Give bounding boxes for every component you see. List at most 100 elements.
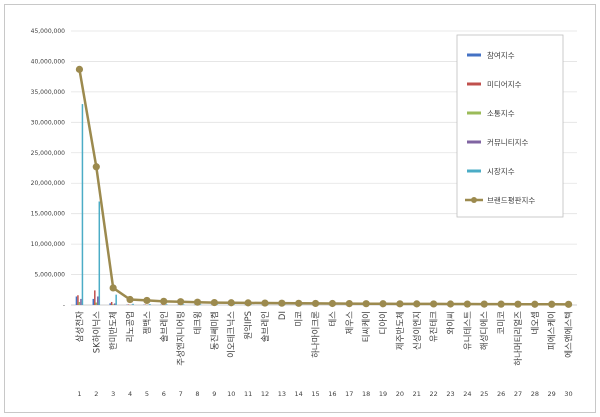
index-point [126, 295, 134, 304]
x-tick-label: 22 [429, 390, 437, 398]
index-point [463, 300, 471, 308]
x-tick-label: 6 [162, 390, 166, 398]
index-point [261, 299, 269, 307]
x-category-name: 한미반도체 [108, 311, 119, 350]
bar [75, 296, 78, 305]
index-point [92, 163, 100, 171]
x-tick-label: 3 [111, 390, 115, 398]
x-category-name: 이오테크닉스 [226, 311, 237, 358]
legend-marker [471, 197, 477, 203]
x-axis: 삼성전자 1 SK하이닉스 2 한미반도체 3 리노공업 4 젬백스 5 솔브레인 6 주성엔지니어링 7… [74, 311, 574, 398]
y-tick-label: 15,000,000 [31, 211, 66, 218]
index-point [396, 300, 404, 308]
index-point [143, 296, 151, 305]
chart-frame: - 5,000,000 10,000,000 15,000,000 20,000,000… [4, 4, 596, 413]
bar [216, 304, 219, 305]
x-tick-label: 19 [379, 390, 387, 398]
legend-label: 미디어지수 [487, 79, 522, 89]
index-point [328, 299, 337, 308]
x-tick-label: 5 [145, 390, 149, 398]
x-tick-label: 4 [128, 390, 132, 398]
legend-label: 커뮤니티지수 [487, 138, 528, 147]
index-point [379, 300, 387, 308]
bar [182, 304, 185, 305]
index-point [177, 298, 185, 306]
bar [80, 298, 82, 305]
index-point [430, 300, 438, 308]
bar [109, 303, 111, 305]
x-tick-label: 7 [179, 390, 183, 398]
legend-box [456, 34, 564, 218]
x-category-name: 동진쎄미켐 [209, 311, 220, 350]
index-point [531, 300, 539, 308]
bar [94, 290, 96, 305]
index-point [160, 297, 168, 305]
x-tick-label: 12 [261, 390, 269, 398]
index-point [413, 300, 421, 308]
legend-label: 시장지수 [487, 166, 515, 176]
bar [127, 304, 130, 305]
x-category-name: 유니테스트 [462, 311, 473, 350]
x-tick-label: 27 [514, 390, 522, 398]
x-category-name: 미코 [295, 311, 305, 327]
legend-swatch [467, 140, 481, 144]
x-tick-label: 2 [94, 390, 98, 398]
x-category-name: 유진테크 [429, 311, 440, 342]
x-category-name: DI [278, 311, 288, 320]
bar [95, 302, 98, 305]
legend-swatch [467, 82, 481, 86]
bar [92, 298, 95, 305]
index-point [514, 300, 522, 308]
x-tick-label: 23 [446, 390, 454, 398]
index-point [497, 300, 505, 308]
x-category-name: 제주반도체 [395, 311, 406, 350]
legend-swatch [467, 111, 481, 115]
y-tick-label: 45,000,000 [31, 28, 66, 35]
index-point [564, 300, 573, 308]
bar [110, 301, 113, 305]
x-category-name: 제우스 [345, 311, 355, 335]
index-point [446, 300, 455, 308]
bar [78, 301, 81, 305]
x-category-name: 하나머티리얼즈 [513, 311, 524, 366]
index-point [227, 299, 235, 307]
x-tick-label: 29 [548, 390, 556, 398]
legend-swatch [467, 169, 481, 173]
x-tick-label: 30 [564, 390, 572, 398]
bar [233, 304, 235, 305]
x-category-name: 신성이엔지 [412, 311, 423, 350]
index-point [278, 299, 286, 307]
bar [132, 303, 134, 305]
bar [113, 303, 116, 305]
x-tick-label: 20 [396, 390, 404, 398]
x-category-name: 테스 [328, 311, 338, 327]
y-tick-label: 35,000,000 [31, 89, 66, 96]
x-tick-label: 8 [195, 390, 199, 398]
x-tick-label: 1 [77, 390, 81, 398]
x-tick-label: 13 [278, 390, 286, 398]
x-category-name: 삼성전자 [74, 311, 85, 342]
index-point [295, 299, 303, 307]
index-point [244, 299, 252, 307]
x-tick-label: 25 [480, 390, 488, 398]
x-category-name: SK하이닉스 [91, 311, 102, 353]
brand-reputation-chart: - 5,000,000 10,000,000 15,000,000 20,000,000… [31, 28, 577, 398]
x-tick-label: 11 [244, 390, 252, 398]
x-category-name: 코미코 [497, 311, 507, 335]
y-tick-label: 40,000,000 [31, 58, 66, 65]
x-category-name: 해성디에스 [480, 311, 490, 350]
x-category-name: 솔브레인 [159, 311, 170, 342]
y-tick-label: - [63, 302, 65, 309]
y-tick-label: 30,000,000 [31, 119, 66, 126]
y-tick-label: 10,000,000 [31, 241, 66, 248]
x-tick-label: 21 [413, 390, 421, 398]
gridlines [71, 30, 577, 306]
index-point [480, 300, 488, 308]
x-category-name: 원익IPS [243, 311, 254, 340]
x-category-name: 테크윙 [193, 311, 204, 334]
index-point [210, 298, 218, 307]
x-category-name: 에스앤에스텍 [564, 311, 575, 358]
x-tick-label: 15 [311, 390, 319, 398]
x-category-name: 주성엔지니어링 [176, 311, 187, 366]
